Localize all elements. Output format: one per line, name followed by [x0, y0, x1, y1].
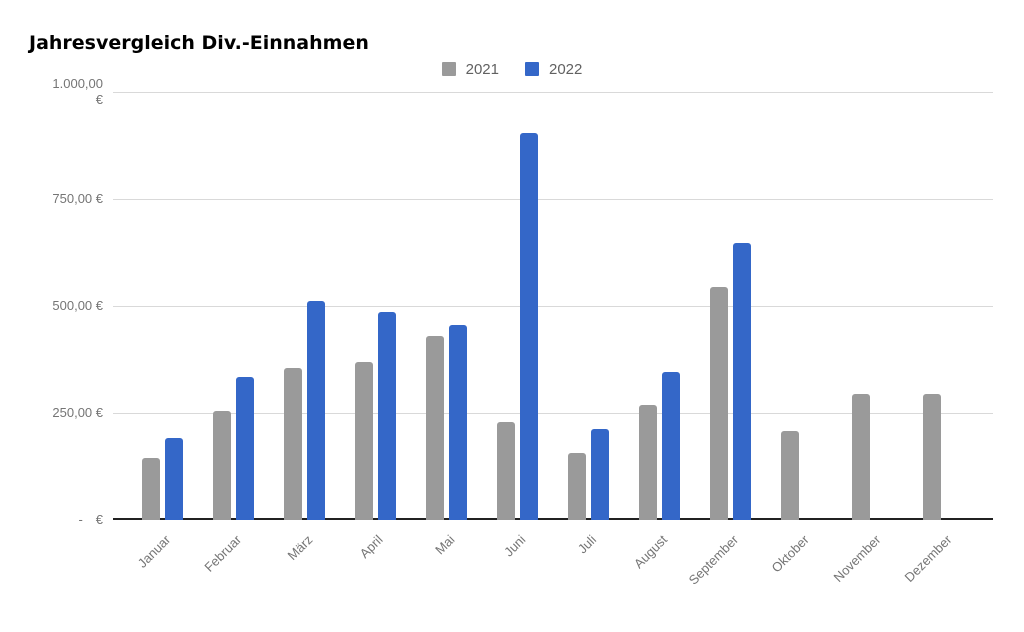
x-tick-label-august: August: [630, 532, 671, 572]
bar-pair: [411, 92, 482, 520]
bar-2022-april: [378, 312, 396, 520]
bar-pair: [340, 92, 411, 520]
bar-pair: [624, 92, 695, 520]
x-tick-label-februar: Februar: [201, 532, 245, 575]
legend-item-2021: 2021: [441, 60, 499, 78]
legend-label: 2021: [465, 60, 499, 78]
plot-area: Januar Februar März April Mai Juni Juli August S…: [113, 92, 993, 588]
x-tick-label-april: April: [357, 532, 387, 562]
x-tick-label-juli: Juli: [574, 532, 600, 557]
bar-2021-april: [355, 362, 373, 520]
bar-pair: [127, 92, 198, 520]
y-tick-label-500: 500,00 €: [52, 298, 103, 313]
gridline-1000: [113, 92, 993, 93]
bar-2021-märz: [284, 368, 302, 520]
bar-2021-februar: [213, 411, 231, 520]
x-tick-label-mai: Mai: [431, 532, 458, 558]
bar-2022-september: [733, 243, 751, 520]
x-tick-label-oktober: Oktober: [768, 532, 813, 576]
bars-row: Januar Februar März April Mai Juni Juli August S…: [113, 92, 993, 588]
bar-pair: [695, 92, 766, 520]
category-group-november: November: [830, 92, 908, 585]
category-group-januar: Januar: [127, 92, 198, 571]
bar-pair: [766, 92, 837, 520]
y-tick-label-750: 750,00 €: [52, 191, 103, 206]
bar-pair: [269, 92, 340, 520]
bar-2022-januar: [165, 437, 183, 520]
gridline-250: [113, 413, 993, 414]
bar-pair: [482, 92, 553, 520]
bar-2022-februar: [236, 377, 254, 520]
legend-swatch-icon: [525, 62, 539, 76]
bar-2022-märz: [307, 300, 325, 520]
legend-label: 2022: [549, 60, 583, 78]
gridline-500: [113, 306, 993, 307]
category-group-april: April: [340, 92, 411, 561]
legend-swatch-icon: [441, 62, 456, 76]
bar-2021-juni: [497, 422, 515, 520]
category-group-oktober: Oktober: [766, 92, 837, 575]
x-tick-label-juni: Juni: [500, 532, 529, 560]
bar-2021-november: [852, 393, 870, 520]
bar-2022-mai: [449, 324, 467, 520]
category-group-juli: Juli: [553, 92, 624, 556]
category-group-märz: März: [269, 92, 340, 563]
legend-item-2022: 2022: [525, 61, 582, 78]
bar-2022-juni: [520, 132, 538, 520]
x-tick-label-november: November: [830, 532, 884, 586]
x-tick-label-januar: Januar: [134, 532, 174, 571]
bar-pair: [198, 92, 269, 520]
x-tick-label-märz: März: [284, 532, 316, 564]
bar-2022-august: [662, 371, 680, 520]
bar-2021-dezember: [923, 393, 941, 520]
category-group-september: September: [686, 92, 766, 588]
category-group-mai: Mai: [411, 92, 482, 557]
category-group-juni: Juni: [482, 92, 553, 559]
bar-pair: [837, 92, 908, 520]
bar-2022-juli: [591, 428, 609, 520]
bar-2021-januar: [142, 458, 160, 520]
category-group-dezember: Dezember: [901, 92, 979, 585]
y-tick-label-0: - €: [78, 512, 103, 527]
x-tick-label-dezember: Dezember: [901, 532, 955, 586]
bar-2021-oktober: [781, 430, 799, 520]
y-axis-labels: 1.000,00 € 750,00 € 500,00 € 250,00 € - €: [0, 76, 105, 527]
category-group-august: August: [624, 92, 695, 571]
x-tick-label-september: September: [685, 532, 742, 588]
legend: 2021 2022: [0, 58, 1024, 80]
bar-2021-september: [710, 286, 728, 520]
category-group-februar: Februar: [198, 92, 269, 575]
gridline-750: [113, 199, 993, 200]
x-axis-line: [113, 518, 993, 520]
y-tick-label-1000: 1.000,00 €: [52, 76, 103, 107]
bar-pair: [908, 92, 979, 520]
y-tick-label-250: 250,00 €: [52, 405, 103, 420]
bar-2021-mai: [426, 335, 444, 520]
bar-pair: [553, 92, 624, 520]
bar-2021-juli: [568, 453, 586, 520]
chart-title: Jahresvergleich Div.-Einnahmen: [29, 32, 369, 54]
bar-2021-august: [639, 404, 657, 520]
